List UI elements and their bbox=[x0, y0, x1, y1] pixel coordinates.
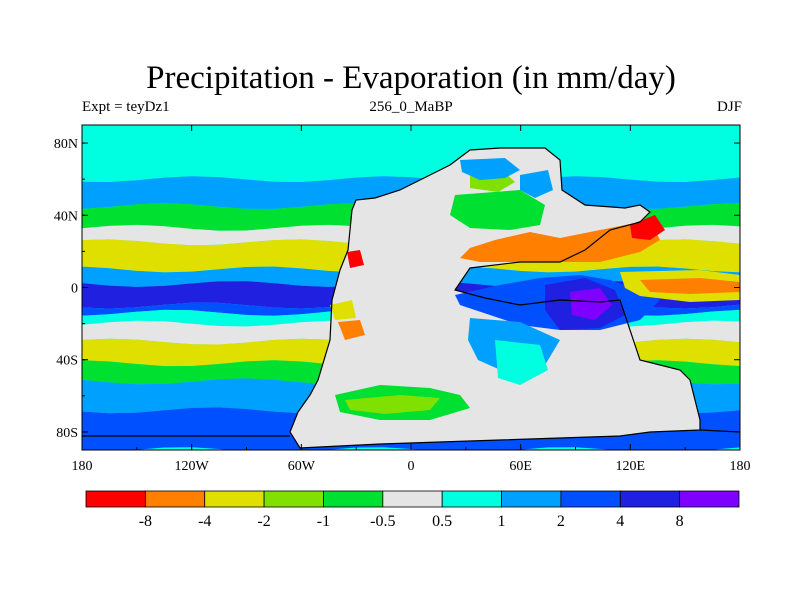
south-lightgreen-belt bbox=[345, 395, 440, 414]
y-tick-label: 40S bbox=[56, 354, 78, 369]
experiment-label: Expt = teyDz1 bbox=[82, 99, 170, 115]
colorbar-label: 2 bbox=[557, 513, 565, 530]
colorbar-label: -8 bbox=[139, 513, 152, 530]
western-red-cell bbox=[347, 250, 364, 268]
x-tick-label: 0 bbox=[408, 459, 415, 474]
colorbar-swatch bbox=[85, 490, 146, 508]
colorbar-label: 0.5 bbox=[432, 513, 452, 530]
east-equatorial-orange-tongue bbox=[640, 278, 740, 294]
colorbar-label: 4 bbox=[616, 513, 624, 530]
y-tick-label: 80N bbox=[54, 137, 78, 152]
land-north-lightblue bbox=[520, 170, 553, 198]
colorbar-label: -4 bbox=[198, 513, 211, 530]
axis-ticks: 180 120W 60W 0 60E 120E 180 80N 40N 0 40S 80S bbox=[54, 125, 751, 474]
colorbar-swatch bbox=[560, 490, 621, 508]
colorbar-swatch bbox=[144, 490, 206, 508]
colorbar-swatch bbox=[204, 490, 265, 508]
colorbar-label: -2 bbox=[257, 513, 270, 530]
x-tick-label: 60W bbox=[288, 459, 316, 474]
zonal-band bbox=[82, 125, 740, 182]
y-tick-label: 80S bbox=[56, 426, 78, 441]
colorbar-swatch bbox=[501, 490, 562, 508]
x-tick-label: 120W bbox=[175, 459, 210, 474]
colorbar-swatch bbox=[619, 490, 681, 508]
season-label: DJF bbox=[716, 99, 742, 115]
time-label: 256_0_MaBP bbox=[369, 99, 453, 115]
field-features bbox=[290, 148, 740, 448]
southwest-cyan-patch bbox=[495, 340, 548, 385]
x-tick-label: 60E bbox=[509, 459, 532, 474]
west-coast-orange bbox=[338, 320, 365, 340]
x-tick-label: 120E bbox=[616, 459, 646, 474]
tethys-red-cell bbox=[630, 215, 665, 240]
colorbar-swatch bbox=[441, 490, 502, 508]
pangaea-landmass bbox=[290, 148, 700, 448]
colorbar-label: -0.5 bbox=[370, 513, 395, 530]
colorbar-swatch bbox=[263, 490, 324, 508]
colorbar-label: -1 bbox=[317, 513, 330, 530]
x-tick-label: 180 bbox=[72, 459, 93, 474]
coastline-outline bbox=[289, 147, 701, 449]
colorbar-swatch bbox=[679, 490, 740, 508]
y-tick-label: 0 bbox=[71, 282, 78, 297]
southern-wet-peak bbox=[570, 288, 612, 320]
chart-title: Precipitation - Evaporation (in mm/day) bbox=[146, 60, 676, 96]
colorbar: -8 -4 -2 -1 -0.5 0.5 1 2 4 8 bbox=[85, 490, 740, 530]
colorbar-swatch bbox=[323, 490, 384, 508]
colorbar-label: 1 bbox=[498, 513, 506, 530]
west-coast-yellow bbox=[330, 300, 356, 320]
land-north-greens bbox=[450, 190, 545, 230]
x-tick-label: 180 bbox=[730, 459, 751, 474]
southern-coastline bbox=[82, 429, 740, 437]
y-tick-label: 40N bbox=[54, 209, 78, 224]
colorbar-label: 8 bbox=[676, 513, 684, 530]
land-north-blue bbox=[460, 158, 520, 180]
colorbar-swatch bbox=[382, 490, 443, 508]
